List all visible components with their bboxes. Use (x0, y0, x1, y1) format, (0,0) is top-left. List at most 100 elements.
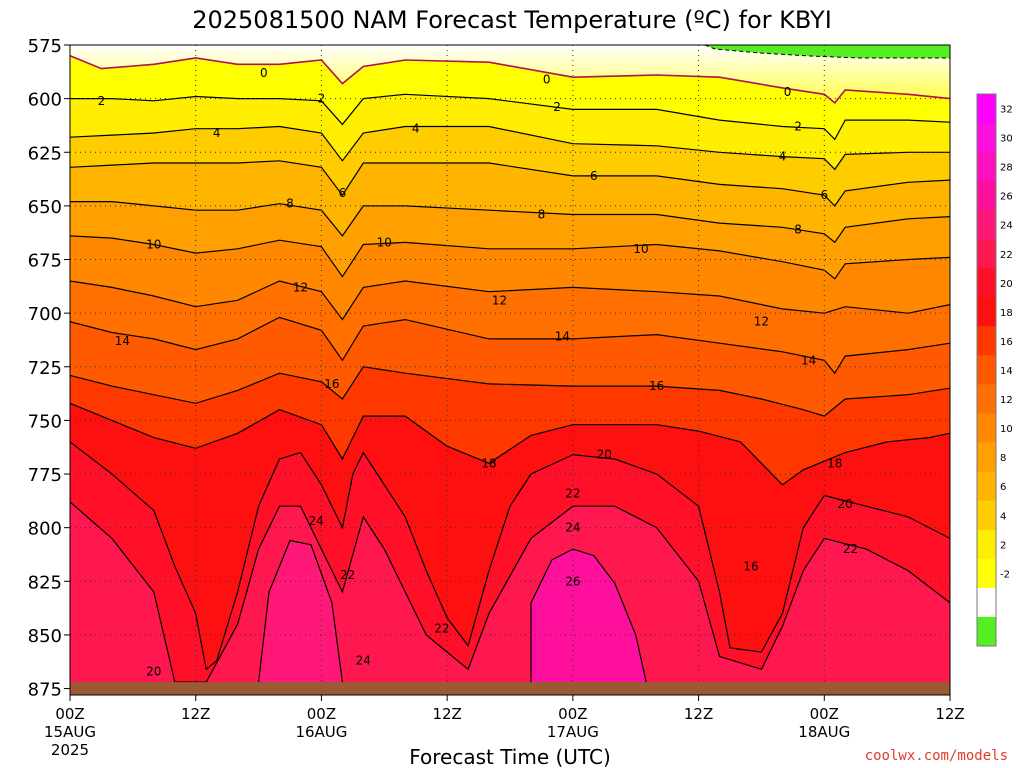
contour-label: 22 (434, 622, 449, 636)
colorbar-segment (977, 471, 996, 502)
contour-label: 10 (633, 242, 648, 256)
colorbar-label: 6 (1000, 482, 1006, 493)
isotherm-12 (70, 280, 950, 321)
y-tick-label: 725 (28, 358, 62, 379)
contour-label: 24 (309, 514, 324, 528)
x-tick-date: 15AUG (44, 723, 96, 741)
x-tick-date: 18AUG (798, 723, 850, 741)
isotherm-2 (70, 93, 950, 141)
contour-label: 14 (801, 353, 816, 367)
colorbar-label: 26 (1000, 192, 1013, 203)
contour-label: 8 (538, 208, 546, 222)
x-axis-label: Forecast Time (UTC) (409, 745, 611, 768)
x-tick-label: 00Z (558, 705, 587, 723)
colorbar-segment (977, 442, 996, 473)
colorbar-label: 20 (1000, 279, 1013, 290)
contour-label: 2 (318, 92, 326, 106)
colorbar-label: 24 (1000, 221, 1013, 232)
contour-label: 4 (412, 122, 420, 136)
isotherm-lines (70, 54, 950, 683)
contour-label: 22 (843, 542, 858, 556)
colorbar-label: 30 (1000, 134, 1013, 145)
colorbar-segment (977, 210, 996, 240)
x-tick-label: 00Z (810, 705, 839, 723)
contour-label: 10 (146, 238, 161, 252)
below-minus-2-region (704, 45, 950, 59)
contour-label: 20 (838, 497, 853, 511)
colorbar-label: 4 (1000, 511, 1006, 522)
y-tick-label: 575 (28, 36, 62, 57)
contour-label: 0 (260, 66, 268, 80)
colorbar-segment (977, 181, 996, 211)
y-tick-label: 850 (28, 626, 62, 647)
contour-label: 6 (339, 186, 347, 200)
colorbar-label: 18 (1000, 308, 1013, 319)
x-tick-label: 12Z (684, 705, 713, 723)
y-tick-label: 825 (28, 572, 62, 593)
isotherm-26 (530, 548, 647, 683)
isotherm-14 (70, 316, 950, 375)
isotherm-18 (70, 402, 950, 486)
contour-label: 14 (115, 334, 130, 348)
isotherm-6 (70, 160, 950, 207)
contour-label: 14 (555, 330, 570, 344)
plot-frame (69, 44, 951, 696)
colorbar-segment (977, 123, 996, 153)
colorbar-segment (977, 529, 996, 560)
colorbar-segment (977, 616, 996, 647)
contour-label: 20 (597, 448, 612, 462)
isotherm-20 (70, 441, 950, 671)
temperature-band-26 (531, 549, 647, 683)
isotherm-8 (70, 201, 950, 244)
colorbar-segment (977, 355, 996, 386)
y-axis-ticks: 575 600 625 650 675 700 725 750 775 800 825 850 875 (28, 36, 70, 701)
y-tick-label: 800 (28, 519, 62, 540)
contour-label: 12 (754, 315, 769, 329)
x-tick-date: 16AUG (295, 723, 347, 741)
isotherm-0 (70, 54, 950, 105)
contour-label: 18 (481, 456, 496, 470)
colorbar-frame (976, 93, 997, 647)
colorbar-segment (977, 239, 996, 269)
colorbar-segment (977, 94, 996, 124)
colorbar-label: 2 (1000, 540, 1006, 551)
x-tick-label: 12Z (935, 705, 964, 723)
color-scale-bar: 32 30 28 26 24 22 20 18 16 14 12 10 8 6 4 2 -2 (976, 93, 1013, 647)
y-tick-label: 700 (28, 304, 62, 325)
contour-label: 2 (98, 94, 106, 108)
contour-label: 2 (553, 100, 561, 114)
contour-label: 22 (565, 486, 580, 500)
isotherm-16 (70, 366, 950, 417)
y-tick-label: 675 (28, 251, 62, 272)
y-tick-label: 650 (28, 197, 62, 218)
y-tick-label: 750 (28, 411, 62, 432)
x-tick-label: 00Z (307, 705, 336, 723)
contour-label: 20 (146, 664, 161, 678)
contour-label: 24 (565, 521, 580, 535)
colorbar-segment (977, 326, 996, 356)
y-tick-label: 600 (28, 90, 62, 111)
contour-label: 16 (649, 379, 664, 393)
x-tick-date: 17AUG (547, 723, 599, 741)
grid-lines (70, 45, 950, 695)
colorbar-label: 28 (1000, 163, 1013, 174)
x-tick-year: 2025 (51, 741, 89, 759)
chart-title: 2025081500 NAM Forecast Temperature (ºC)… (192, 6, 832, 34)
contour-label: 0 (784, 85, 792, 99)
contour-label: 8 (286, 197, 294, 211)
colorbar-segment (977, 413, 996, 444)
y-tick-label: 775 (28, 465, 62, 486)
colorbar-segment (977, 152, 996, 182)
colorbar-label: -2 (1000, 569, 1010, 580)
colorbar-label: 32 (1000, 105, 1013, 116)
colorbar-segment (977, 500, 996, 531)
contour-label: 16 (324, 377, 339, 391)
terrain-below-surface (70, 682, 950, 695)
contour-label: 16 (743, 559, 758, 573)
colorbar-label: 12 (1000, 395, 1013, 406)
contour-label: 12 (492, 293, 507, 307)
colorbar-label: 22 (1000, 250, 1013, 261)
